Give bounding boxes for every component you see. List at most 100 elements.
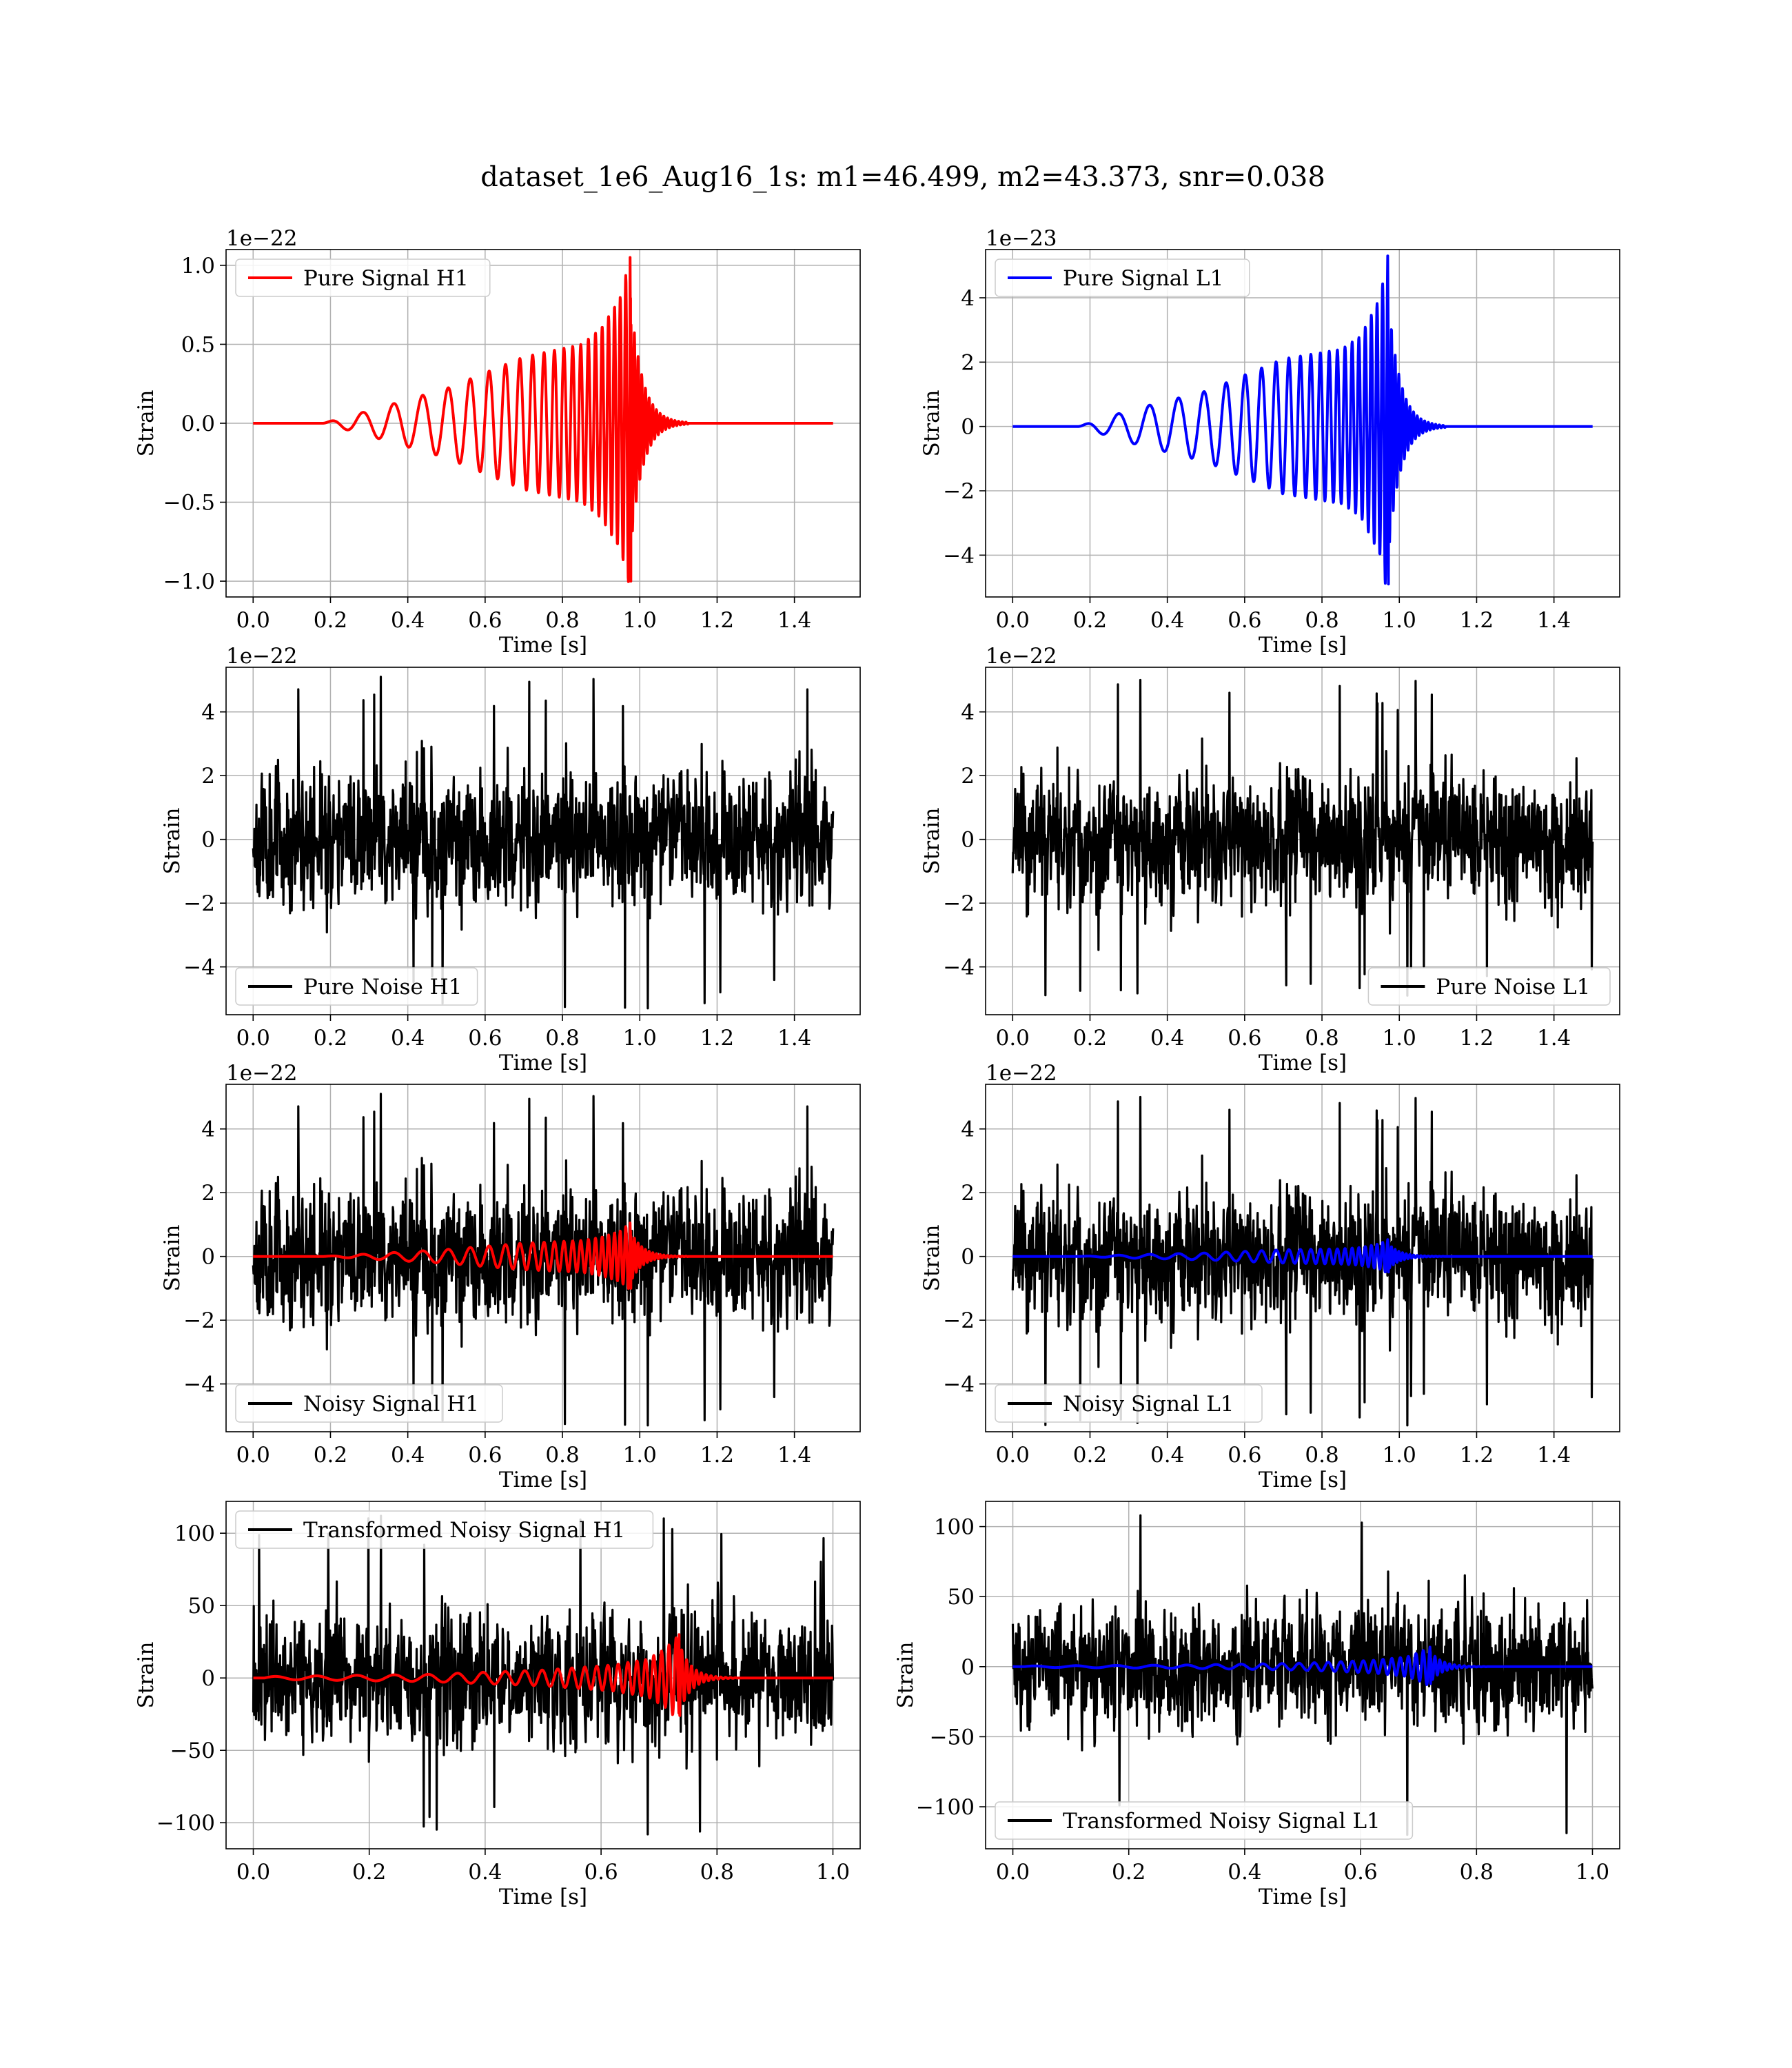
y-tick-label: 50 <box>188 1594 215 1619</box>
x-tick-label: 1.4 <box>1537 1443 1571 1468</box>
series-line-pure-signal-l1 <box>1011 254 1594 586</box>
x-tick-label: 0.2 <box>314 608 347 633</box>
x-tick-label: 0.2 <box>352 1860 386 1885</box>
x-tick-label: 1.0 <box>1576 1860 1609 1885</box>
legend-label: Pure Signal L1 <box>1063 266 1223 291</box>
x-tick-label: 0.4 <box>468 1860 502 1885</box>
legend-label: Pure Signal H1 <box>303 266 469 291</box>
y-tick-label: 4 <box>201 700 215 725</box>
subplot-h1-noisy-signal: 0.0 0.2 0.4 0.6 0.8 1.0 1.2 1.4 −4 −2 0 2 4 Time [s] S… <box>160 1061 861 1492</box>
x-tick-label: 0.2 <box>1073 608 1107 633</box>
legend-label: Noisy Signal H1 <box>303 1392 479 1417</box>
y-tick-label: −2 <box>943 891 975 916</box>
y-tick-label: 0 <box>201 1245 215 1270</box>
legend-box <box>1367 967 1611 1006</box>
series-line-l1-transformed-overlay <box>1011 1645 1594 1686</box>
y-tick-label: 1.0 <box>181 254 215 278</box>
x-tick-label: 1.0 <box>1383 1026 1416 1051</box>
axis-offset-text: 1e−22 <box>226 1061 298 1086</box>
series-line-h1-transformed-overlay <box>252 1633 835 1717</box>
x-tick-label: 1.2 <box>700 608 734 633</box>
x-tick-label: 1.2 <box>1460 608 1494 633</box>
legend-label: Transformed Noisy Signal H1 <box>303 1518 625 1543</box>
y-tick-label: 0.0 <box>181 412 215 436</box>
plot-frame <box>985 667 1620 1015</box>
x-tick-label: 0.4 <box>391 1026 425 1051</box>
y-tick-label: 0 <box>201 828 215 853</box>
series-line-pure-signal-h1 <box>252 256 835 583</box>
subplot-h1-transformed: 0.0 0.2 0.4 0.6 0.8 1.0 −100 −50 0 50 100 Time [s] S… <box>134 1501 861 1909</box>
legend: Transformed Noisy Signal L1 <box>995 1801 1414 1840</box>
x-axis-label: Time [s] <box>1259 1468 1347 1492</box>
x-tick-label: 0.4 <box>391 1443 425 1468</box>
legend-box <box>235 967 478 1006</box>
y-tick-label: −2 <box>183 891 215 916</box>
x-tick-label: 0.0 <box>996 608 1030 633</box>
legend: Transformed Noisy Signal H1 <box>235 1510 654 1549</box>
x-tick-label: 0.8 <box>700 1860 734 1885</box>
plot-frame <box>225 667 861 1015</box>
legend: Noisy Signal H1 <box>235 1384 503 1423</box>
y-tick-label: 100 <box>174 1521 215 1546</box>
x-tick-label: 0.6 <box>1343 1860 1377 1885</box>
x-tick-label: 0.0 <box>996 1443 1030 1468</box>
x-tick-label: 0.8 <box>545 608 579 633</box>
x-tick-label: 1.0 <box>623 608 657 633</box>
y-tick-label: −50 <box>170 1738 215 1763</box>
y-tick-label: 0 <box>961 828 975 853</box>
plot-frame <box>985 1084 1620 1432</box>
y-tick-label: 4 <box>961 286 975 311</box>
y-axis-label: Strain <box>893 1642 918 1709</box>
x-tick-label: 1.4 <box>1537 1026 1571 1051</box>
x-tick-label: 0.0 <box>236 608 270 633</box>
legend-box <box>235 1384 503 1423</box>
subplot-l1-noisy-signal: 0.0 0.2 0.4 0.6 0.8 1.0 1.2 1.4 −4 −2 0 2 4 Time [s] S… <box>919 1061 1620 1492</box>
series-group <box>252 256 835 583</box>
y-tick-label: −4 <box>943 1372 975 1397</box>
y-tick-label: −50 <box>930 1725 975 1750</box>
y-tick-label: 4 <box>201 1117 215 1142</box>
x-tick-label: 0.6 <box>468 1026 502 1051</box>
subplot-h1-pure-noise: 0.0 0.2 0.4 0.6 0.8 1.0 1.2 1.4 −4 −2 0 2 4 Time [s] S… <box>160 644 861 1075</box>
y-tick-label: 2 <box>201 764 215 789</box>
legend-box <box>995 1384 1263 1423</box>
x-tick-label: 0.6 <box>468 608 502 633</box>
legend-label: Noisy Signal L1 <box>1063 1392 1234 1417</box>
x-tick-label: 0.2 <box>314 1443 347 1468</box>
x-axis-label: Time [s] <box>499 633 587 658</box>
x-tick-label: 1.2 <box>1460 1443 1494 1468</box>
x-tick-label: 0.4 <box>391 608 425 633</box>
y-tick-label: 100 <box>934 1515 975 1540</box>
x-tick-label: 1.4 <box>777 608 811 633</box>
plot-frame <box>985 1501 1620 1849</box>
series-line-transformed-noisy-signal-h1 <box>252 1514 835 1836</box>
figure-title: dataset_1e6_Aug16_1s: m1=46.499, m2=43.3… <box>480 161 1325 193</box>
series-line-noisy-signal-l1 <box>1011 1095 1594 1427</box>
y-tick-label: 0 <box>961 1245 975 1270</box>
plot-frame <box>985 249 1620 598</box>
series-line-transformed-noisy-signal-l1 <box>1011 1514 1594 1836</box>
x-tick-label: 1.2 <box>1460 1026 1494 1051</box>
y-tick-label: −100 <box>916 1795 975 1820</box>
x-tick-label: 0.4 <box>1150 1443 1184 1468</box>
x-tick-label: 1.0 <box>1383 1443 1416 1468</box>
x-tick-label: 1.4 <box>777 1026 811 1051</box>
x-tick-label: 0.8 <box>1305 1443 1338 1468</box>
series-line-noisy-signal-h1 <box>252 1093 835 1427</box>
x-tick-label: 0.8 <box>1305 608 1338 633</box>
legend: Noisy Signal L1 <box>995 1384 1263 1423</box>
axis-offset-text: 1e−23 <box>986 226 1057 251</box>
axis-offset-text: 1e−22 <box>226 226 298 251</box>
y-tick-label: 0.5 <box>181 332 215 357</box>
subplot-h1-pure-signal: 0.0 0.2 0.4 0.6 0.8 1.0 1.2 1.4 −1.0 −0.5 0.0 0.5 1.… <box>134 226 861 658</box>
series-group <box>252 676 835 1010</box>
x-tick-label: 1.0 <box>816 1860 850 1885</box>
grid <box>986 250 1620 597</box>
series-group <box>1011 254 1594 586</box>
legend-label: Pure Noise H1 <box>303 975 462 1000</box>
x-tick-label: 0.0 <box>236 1443 270 1468</box>
y-tick-label: −100 <box>156 1811 215 1836</box>
x-tick-label: 0.2 <box>314 1026 347 1051</box>
x-tick-label: 0.4 <box>1150 608 1184 633</box>
